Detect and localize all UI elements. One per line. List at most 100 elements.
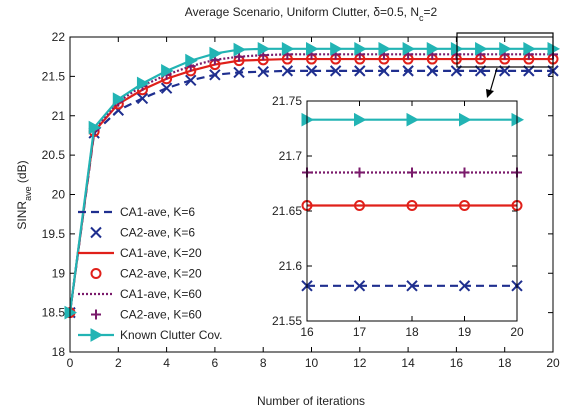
legend-label: CA2-ave, K=60 (120, 308, 202, 322)
zoom-box (456, 32, 554, 68)
y-tick-label: 20 (52, 188, 66, 202)
marker (233, 42, 247, 57)
x-tick-label: 4 (163, 356, 170, 370)
legend-marker (90, 226, 102, 239)
y-tick-label: 19 (52, 266, 66, 280)
marker (459, 200, 470, 211)
chart-title: Average Scenario, Uniform Clutter, δ=0.5… (185, 5, 438, 23)
x-tick-label: 20 (546, 356, 560, 370)
marker (426, 65, 438, 77)
x-tick-label: 19 (458, 325, 472, 339)
y-label-text: SINR (15, 201, 29, 230)
marker (330, 41, 343, 56)
y-tick-label: 21 (52, 109, 66, 123)
marker (354, 167, 365, 178)
marker (406, 280, 418, 292)
y-axis-label: SINRave (dB) (15, 160, 33, 229)
y-label-subscript: ave (23, 186, 33, 201)
marker (185, 74, 197, 87)
marker (459, 112, 472, 127)
y-tick-label: 20.5 (42, 148, 66, 162)
y-tick-label: 21.5 (42, 69, 66, 83)
marker (406, 200, 418, 211)
marker (459, 167, 470, 178)
y-label-text: (dB) (15, 160, 29, 186)
marker (281, 41, 295, 56)
marker (88, 120, 102, 135)
marker (160, 82, 173, 94)
marker (475, 41, 488, 56)
y-tick-label: 21.65 (272, 204, 302, 218)
legend-label: CA2-ave, K=20 (120, 267, 202, 281)
y-tick-label: 21.55 (272, 314, 302, 328)
marker (458, 280, 471, 292)
x-tick-label: 0 (67, 356, 74, 370)
y-tick-label: 18 (52, 345, 66, 359)
x-axis-label: Number of iterations (257, 394, 365, 408)
legend-label: Known Clutter Cov. (120, 328, 223, 342)
marker (306, 41, 319, 56)
x-tick-label: 16 (450, 356, 464, 370)
plot-layer: 18 18.5 19 19.5 20 20.5 21 21.5 22 0 2 4 6 8 10 12 14 16 1… (42, 30, 561, 370)
marker (354, 65, 366, 77)
x-tick-label: 20 (510, 325, 524, 339)
plot-frame (306, 100, 518, 322)
marker (257, 41, 271, 56)
marker (402, 41, 416, 56)
marker (402, 65, 414, 77)
marker (136, 76, 150, 91)
legend-label: CA2-ave, K=6 (120, 226, 195, 240)
marker (426, 41, 440, 56)
marker (378, 65, 390, 77)
marker (233, 66, 245, 79)
marker (112, 92, 126, 107)
marker (353, 280, 366, 292)
marker (378, 41, 391, 56)
legend-label: CA1-ave, K=6 (120, 205, 195, 219)
y-tick-label: 21.6 (279, 259, 303, 273)
y-tick-label: 18.5 (42, 306, 66, 320)
marker (523, 41, 536, 56)
title-subscript: c (419, 13, 424, 23)
marker (305, 65, 318, 77)
legend-marker (91, 309, 101, 320)
x-tick-label: 10 (305, 356, 319, 370)
x-tick-label: 18 (498, 356, 512, 370)
zoom-arrow-head (486, 89, 494, 98)
marker (354, 112, 367, 127)
marker (209, 46, 222, 61)
marker (161, 64, 174, 78)
marker (136, 92, 149, 105)
y-tick-label: 21.75 (272, 94, 302, 108)
x-tick-label: 12 (353, 356, 367, 370)
x-tick-label: 16 (300, 325, 314, 339)
series-line (68, 69, 553, 313)
marker (354, 41, 367, 56)
marker (257, 65, 269, 78)
legend-label: CA1-ave, K=60 (120, 287, 202, 301)
x-tick-label: 2 (115, 356, 122, 370)
y-tick-label: 21.7 (279, 149, 303, 163)
x-tick-label: 6 (212, 356, 219, 370)
marker (329, 65, 342, 77)
legend-label: CA1-ave, K=20 (120, 246, 202, 260)
legend-marker (90, 268, 102, 279)
y-tick-label: 22 (52, 30, 66, 44)
x-tick-label: 18 (405, 325, 419, 339)
zoom-arrow (489, 67, 498, 93)
marker (407, 167, 417, 178)
legend-marker (90, 328, 104, 342)
x-tick-label: 14 (401, 356, 415, 370)
x-tick-label: 17 (353, 325, 367, 339)
marker (281, 65, 294, 77)
title-text: Average Scenario, Uniform Clutter, δ=0.5… (185, 5, 419, 19)
marker (185, 53, 198, 68)
x-tick-label: 8 (260, 356, 267, 370)
marker (499, 41, 512, 56)
marker (354, 200, 365, 211)
plot-frame (69, 36, 554, 353)
title-text: =2 (424, 5, 438, 19)
marker (209, 69, 221, 81)
